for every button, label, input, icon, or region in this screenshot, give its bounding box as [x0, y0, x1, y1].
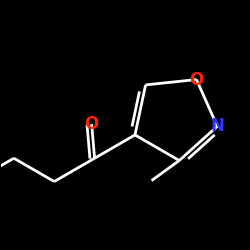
Text: O: O — [189, 70, 204, 88]
Text: O: O — [84, 115, 99, 133]
Text: N: N — [210, 117, 224, 135]
